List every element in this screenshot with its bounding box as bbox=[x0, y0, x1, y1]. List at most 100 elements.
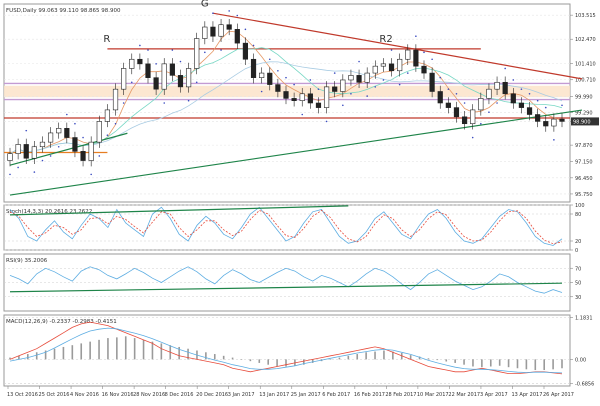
trendline-uptrend bbox=[9, 109, 583, 196]
sar-dot bbox=[179, 60, 182, 63]
candle-body bbox=[194, 38, 200, 69]
sar-dot bbox=[382, 79, 385, 81]
sar-dot bbox=[512, 79, 515, 81]
sar-dot bbox=[333, 72, 336, 74]
y-tick-label: 99.290 bbox=[575, 110, 593, 116]
candle-body bbox=[88, 141, 94, 161]
macd-histogram-bar bbox=[160, 343, 163, 360]
macd-histogram-bar bbox=[80, 343, 83, 360]
candle-body bbox=[267, 72, 273, 85]
candle-body bbox=[559, 118, 565, 122]
sar-dot bbox=[57, 145, 60, 148]
annotation-G: G bbox=[201, 0, 209, 9]
x-tick-label: 8 Dec 2016 bbox=[165, 392, 194, 398]
macd-histogram-bar bbox=[472, 359, 474, 367]
macd-histogram-bar bbox=[543, 359, 545, 371]
current-price-tag bbox=[571, 117, 599, 126]
macd-histogram-bar bbox=[489, 359, 492, 367]
sar-dot bbox=[496, 102, 498, 104]
sar-dot bbox=[204, 51, 206, 54]
x-tick-label: 28 Nov 2016 bbox=[133, 392, 165, 398]
macd-histogram-bar bbox=[116, 337, 118, 360]
candle-body bbox=[275, 84, 281, 92]
macd-histogram-bar bbox=[258, 359, 261, 363]
y-tick-label: 100 bbox=[575, 203, 585, 209]
stoch-trendline bbox=[9, 205, 349, 216]
macd-histogram-bar bbox=[498, 359, 501, 366]
y-tick-label: 20 bbox=[575, 239, 581, 245]
macd-histogram-bar bbox=[18, 355, 20, 360]
macd-histogram-bar bbox=[303, 359, 305, 365]
sar-dot bbox=[33, 171, 36, 173]
x-tick-label: 16 Nov 2016 bbox=[102, 392, 134, 398]
sar-dot bbox=[423, 51, 425, 54]
rsi-trendline bbox=[9, 282, 563, 293]
sar-dot bbox=[268, 58, 271, 61]
sar-dot bbox=[536, 99, 539, 102]
sar-dot bbox=[66, 113, 68, 116]
macd-histogram-bar bbox=[311, 359, 314, 363]
x-tick-label: 25 Oct 2016 bbox=[39, 392, 70, 398]
y-tick-label: 0.00 bbox=[575, 357, 586, 363]
candle-body bbox=[380, 63, 387, 67]
y-tick-label: 1.1831 bbox=[575, 315, 593, 321]
sar-dot bbox=[74, 122, 76, 125]
candle-body bbox=[486, 88, 492, 99]
candle-body bbox=[429, 72, 435, 92]
candle-body bbox=[510, 93, 516, 104]
candle-body bbox=[364, 72, 370, 83]
macd-histogram-bar bbox=[552, 359, 554, 370]
x-tick-label: 25 Jan 2017 bbox=[291, 392, 321, 398]
candle-body bbox=[437, 91, 443, 104]
sar-dot bbox=[342, 104, 344, 107]
sar-dot bbox=[504, 67, 506, 70]
candle-body bbox=[64, 128, 70, 138]
candle-body bbox=[535, 114, 541, 122]
candle-body bbox=[332, 86, 338, 92]
macd-histogram-bar bbox=[561, 359, 563, 369]
sar-dot bbox=[163, 102, 166, 104]
macd-histogram-bar bbox=[534, 359, 537, 371]
candle-body bbox=[242, 42, 249, 60]
pane-macd: MACD(12,26,9) -0.2337 -0.2983 -0.4151 1.1… bbox=[3, 314, 594, 388]
candle-body bbox=[526, 107, 533, 115]
candle-body bbox=[218, 24, 224, 37]
x-tick-label: 13 Jan 2017 bbox=[259, 392, 289, 398]
macd-histogram-bar bbox=[365, 352, 367, 360]
macd-histogram-bar bbox=[178, 346, 180, 360]
sar-dot bbox=[114, 122, 117, 125]
pane-title: RSI(9) 35.2006 bbox=[6, 258, 48, 264]
macd-histogram-bar bbox=[418, 356, 421, 360]
panes: FUSD,Daily 99.063 99.110 98.865 98.900 10… bbox=[3, 0, 599, 388]
sar-dot bbox=[49, 155, 52, 157]
sar-dot bbox=[90, 173, 92, 176]
x-tick-label: 26 Apr 2017 bbox=[543, 392, 574, 398]
x-tick-label: 20 Dec 2016 bbox=[196, 392, 228, 398]
y-tick-label: 96.450 bbox=[575, 176, 593, 182]
macd-histogram-bar bbox=[338, 357, 341, 360]
sar-dot bbox=[187, 99, 190, 102]
candle-body bbox=[551, 118, 557, 127]
macd-histogram-bar bbox=[62, 346, 65, 360]
macd-histogram-bar bbox=[525, 359, 528, 370]
sar-dot bbox=[358, 60, 360, 63]
trendline-downtrend bbox=[212, 12, 583, 80]
y-tick-label: 101.410 bbox=[575, 62, 596, 68]
sar-dot bbox=[447, 88, 450, 90]
macd-histogram-bar bbox=[409, 355, 412, 360]
sar-dot bbox=[520, 88, 523, 90]
candle-body bbox=[405, 49, 411, 60]
sar-dot bbox=[463, 102, 466, 104]
macd-histogram-bar bbox=[53, 348, 56, 360]
x-tick-label: 22 Mar 2017 bbox=[448, 392, 480, 398]
candle-body bbox=[39, 141, 46, 148]
candle-body bbox=[15, 144, 21, 154]
sar-dot bbox=[25, 129, 28, 132]
sar-dot bbox=[220, 49, 222, 51]
candle-body bbox=[283, 91, 289, 99]
sar-dot bbox=[366, 95, 368, 97]
sar-dot bbox=[488, 111, 490, 114]
macd-histogram-bar bbox=[98, 339, 100, 360]
y-tick-label: 102.470 bbox=[575, 37, 596, 43]
